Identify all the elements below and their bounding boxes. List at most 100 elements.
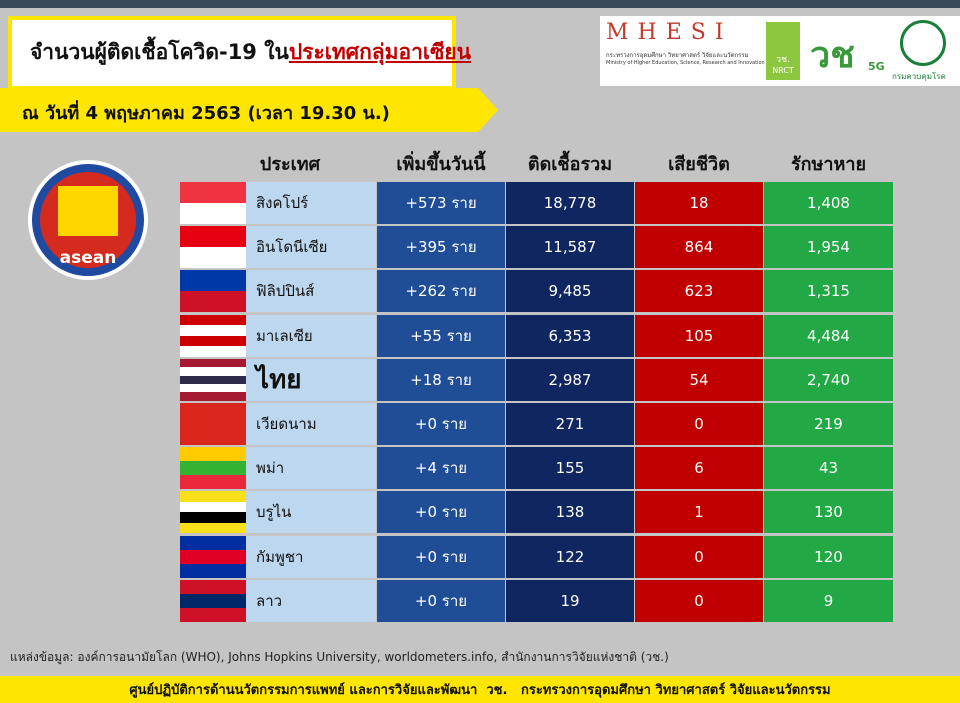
- ddc: กรมควบคุมโรค: [892, 72, 946, 81]
- cell: 9,485: [506, 270, 634, 313]
- ddc-logo: [900, 20, 946, 66]
- cell: 2,740: [764, 358, 893, 401]
- column-header: เสียชีวิต: [668, 153, 730, 175]
- title-box: จำนวนผู้ติดเชื้อโควิด-19 ในประเทศกลุ่มอา…: [8, 16, 471, 90]
- column-header: รักษาหาย: [790, 153, 867, 175]
- cell: 9: [764, 579, 893, 622]
- cell: +4 ราย: [377, 447, 505, 490]
- credit: ศูนย์ปฏิบัติการด้านนวัตกรรมการแพทย์ และก…: [129, 683, 831, 698]
- mhesi-en: Ministry of Higher Education, Science, R…: [606, 60, 765, 66]
- mhesi-logo: MHESI: [606, 20, 733, 45]
- cell: 11,587: [506, 226, 634, 269]
- flag-stripe: [180, 579, 246, 594]
- flag: [180, 579, 246, 622]
- flag: [180, 270, 246, 313]
- country: อินโดนีเซีย: [246, 226, 376, 269]
- cell: +395 ราย: [377, 226, 505, 269]
- flag-stripe: [180, 182, 246, 203]
- cell: 271: [506, 403, 634, 445]
- flag-stripe: [180, 593, 246, 608]
- nrct-logo: วช. NRCT: [766, 22, 800, 80]
- cell: 122: [506, 535, 634, 578]
- flag-stripe: [180, 346, 246, 357]
- country: สิงคโปร์: [246, 182, 376, 224]
- cell: 105: [635, 314, 763, 357]
- column-header: ประเทศ: [259, 153, 321, 175]
- cell: +573 ราย: [377, 182, 505, 224]
- logo-area: MHESI กระทรวงการอุดมศึกษา วิทยาศาสตร์ วิ…: [600, 16, 960, 86]
- source: แหล่งข้อมูล: องค์การอนามัยโลก (WHO), Joh…: [10, 650, 669, 664]
- flag-stripe: [180, 203, 246, 224]
- flag: [180, 182, 246, 224]
- cell: 54: [635, 358, 763, 401]
- flag-stripe: [180, 563, 246, 578]
- column-header: เพิ่มขึ้นวันนี้: [396, 153, 486, 175]
- flag: [180, 491, 246, 534]
- flag-stripe: [180, 512, 246, 523]
- mhesi-th: กระทรวงการอุดมศึกษา วิทยาศาสตร์ วิจัยและ…: [606, 52, 749, 59]
- flag-stripe: [180, 403, 246, 445]
- country: เวียดนาม: [246, 403, 376, 445]
- asean-text: asean: [59, 248, 117, 268]
- cell: +0 ราย: [377, 535, 505, 578]
- cell: 6: [635, 447, 763, 490]
- flag-stripe: [180, 325, 246, 336]
- column-header: ติดเชื้อรวม: [527, 153, 613, 175]
- flag: [180, 403, 246, 445]
- title: จำนวนผู้ติดเชื้อโควิด-19 ในประเทศกลุ่มอา…: [30, 36, 471, 69]
- flag-stripe: [180, 335, 246, 347]
- cell: 2,987: [506, 358, 634, 401]
- nrct: NRCT: [772, 66, 794, 75]
- country: บรูไน: [246, 491, 376, 534]
- country: ฟิลิปปินส์: [246, 270, 376, 313]
- country: กัมพูชา: [246, 535, 376, 578]
- flag-stripe: [180, 535, 246, 550]
- asean-logo: asean: [28, 160, 148, 280]
- credit-bar: ศูนย์ปฏิบัติการด้านนวัตกรรมการแพทย์ และก…: [0, 676, 960, 703]
- date-banner: [0, 88, 498, 132]
- title-prefix: จำนวนผู้ติดเชื้อโควิด-19 ใน: [30, 40, 289, 64]
- cell: 18: [635, 182, 763, 224]
- flag-stripe: [180, 375, 246, 385]
- country: มาเลเซีย: [246, 314, 376, 357]
- flag-stripe: [180, 270, 246, 292]
- cell: 864: [635, 226, 763, 269]
- flag-stripe: [180, 358, 246, 368]
- flag: [180, 535, 246, 578]
- flag: [180, 314, 246, 357]
- cell: 219: [764, 403, 893, 445]
- flag-stripe: [180, 384, 246, 393]
- flag-stripe: [180, 291, 246, 313]
- cell: +18 ราย: [377, 358, 505, 401]
- cell: 623: [635, 270, 763, 313]
- cell: 0: [635, 579, 763, 622]
- cell: +0 ราย: [377, 403, 505, 445]
- flag: [180, 447, 246, 490]
- flag-stripe: [180, 447, 246, 462]
- flag-stripe: [180, 491, 246, 502]
- cell: 1,408: [764, 182, 893, 224]
- flag-stripe: [180, 226, 246, 248]
- nrct-th: วช.: [775, 55, 791, 65]
- cell: +55 ราย: [377, 314, 505, 357]
- cell: 155: [506, 447, 634, 490]
- vor-logo: วช: [810, 35, 855, 76]
- flag-stripe: [180, 392, 246, 401]
- cell: 130: [764, 491, 893, 534]
- flag-stripe: [180, 475, 246, 490]
- flag-stripe: [180, 314, 246, 326]
- top-strip: [0, 0, 960, 8]
- cell: 18,778: [506, 182, 634, 224]
- cell: 6,353: [506, 314, 634, 357]
- flag-stripe: [180, 501, 246, 513]
- cell: 1: [635, 491, 763, 534]
- country: ลาว: [246, 579, 376, 622]
- country: ไทย: [246, 358, 376, 401]
- flag-stripe: [180, 522, 246, 534]
- cell: 0: [635, 535, 763, 578]
- asean-sheaves: [58, 186, 118, 236]
- 5g: 5G: [868, 60, 885, 73]
- flag-stripe: [180, 549, 246, 564]
- cell: 4,484: [764, 314, 893, 357]
